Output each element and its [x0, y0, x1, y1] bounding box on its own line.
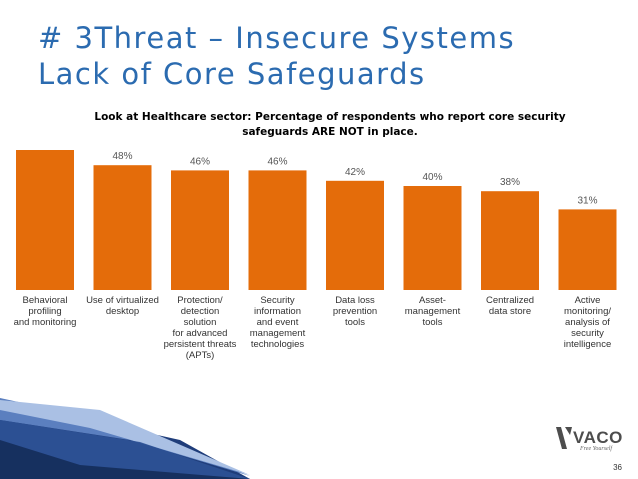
bar-7 — [481, 191, 539, 290]
category-label-4: Security information and event managemen… — [249, 295, 306, 350]
bar-chart: 57%48%46%46%42%40%38%31% — [16, 150, 617, 290]
bar-2 — [93, 165, 152, 290]
chart-bars — [16, 150, 617, 290]
category-label-2: Use of virtualized desktop — [86, 295, 159, 317]
vaco-logo: VACO Free Yourself — [556, 425, 632, 455]
page-number: 36 — [613, 463, 622, 472]
category-label-6: Asset- management tools — [404, 295, 461, 328]
bar-1 — [16, 150, 74, 290]
bar-value-label-5: 42% — [345, 167, 365, 178]
category-label-1: Behavioral profiling and monitoring — [13, 295, 77, 328]
category-label-7: Centralized data store — [485, 295, 535, 317]
decorative-swoosh — [0, 398, 250, 479]
category-label-8: Active monitoring/ analysis of security … — [563, 295, 612, 350]
title-line-1: # 3Threat – Insecure Systems — [38, 21, 516, 55]
vaco-mark-icon — [556, 427, 572, 449]
bar-3 — [171, 170, 229, 290]
bar-value-label-4: 46% — [267, 156, 287, 167]
subtitle-line-1: Look at Healthcare sector: Percentage of… — [94, 111, 566, 123]
bar-6 — [403, 186, 462, 290]
bar-8 — [558, 209, 617, 290]
bar-value-label-3: 46% — [190, 156, 210, 167]
bar-value-label-6: 40% — [422, 172, 442, 183]
bar-5 — [326, 180, 384, 290]
chart-subtitle: Look at Healthcare sector: Percentage of… — [60, 110, 600, 140]
subtitle-line-2: safeguards ARE NOT in place. — [242, 126, 418, 138]
bar-value-label-8: 31% — [577, 195, 597, 206]
bar-value-label-7: 38% — [500, 177, 520, 188]
bar-4 — [248, 170, 307, 290]
category-label-3: Protection/ detection solution for advan… — [163, 295, 237, 361]
chart-value-labels: 57%48%46%46%42%40%38%31% — [112, 151, 597, 206]
title-line-2: Lack of Core Safeguards — [38, 57, 426, 91]
logo-tagline: Free Yourself — [580, 446, 613, 452]
logo-name: VACO — [573, 428, 623, 447]
bar-value-label-2: 48% — [112, 151, 132, 162]
slide-title: # 3Threat – Insecure Systems Lack of Cor… — [38, 20, 515, 92]
category-label-5: Data loss prevention tools — [332, 295, 378, 328]
